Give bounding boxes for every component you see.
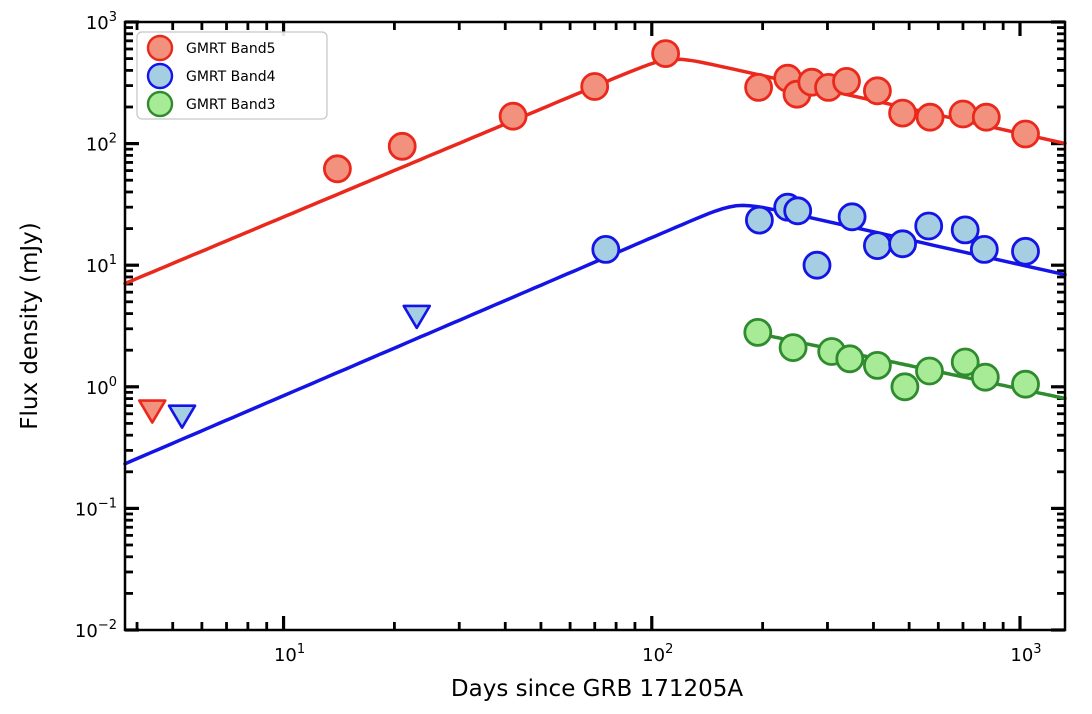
legend-marker-band4: [146, 62, 174, 90]
data-point-band3: [778, 333, 808, 363]
data-point-band5: [888, 98, 917, 128]
legend: GMRT Band5 GMRT Band4 GMRT Band3: [136, 31, 328, 120]
x-axis-label: Days since GRB 171205A: [450, 676, 744, 702]
upper-limit-triangle-band5: [137, 399, 167, 424]
data-point-band3: [970, 362, 1000, 392]
data-point-band4: [745, 205, 774, 235]
series-band5: [137, 39, 1040, 424]
data-point-band4: [1011, 236, 1040, 266]
data-point-band5: [387, 131, 417, 161]
upper-limit-triangle-band4: [167, 404, 197, 429]
y-axis-label: Flux density (mJy): [17, 222, 43, 430]
y-tick-label: 10−1: [75, 496, 117, 520]
legend-box: [136, 31, 328, 120]
data-point-band4: [969, 234, 999, 264]
data-point-band4: [802, 250, 832, 280]
series-band4: [167, 192, 1040, 429]
series-band3: [743, 317, 1040, 402]
x-tick-label: 103: [1010, 642, 1041, 666]
data-point-band4: [914, 211, 944, 241]
data-point-band3: [950, 347, 980, 377]
legend-label-band4: GMRT Band4: [186, 69, 276, 85]
x-tick-label: 102: [642, 642, 673, 666]
data-point-band5: [322, 154, 352, 184]
data-point-band3: [1011, 369, 1040, 399]
data-point-band5: [915, 102, 945, 132]
legend-label-band3: GMRT Band3: [186, 97, 276, 113]
data-point-band5: [863, 76, 892, 106]
plot-border: [123, 20, 1067, 632]
legend-marker-band5: [146, 34, 174, 62]
data-point-band5: [580, 72, 610, 101]
data-point-band5: [498, 101, 528, 131]
legend-entry-band5: GMRT Band5: [146, 34, 276, 62]
data-point-band5: [651, 39, 680, 68]
data-point-band4: [888, 229, 917, 259]
data-point-band3: [915, 356, 944, 386]
legend-entry-band4: GMRT Band4: [146, 62, 276, 90]
tick-labels: 101 102 103 10−2 10−1 100 101 102 103: [75, 10, 1042, 666]
data-point-band5: [948, 99, 978, 129]
legend-marker-band3: [146, 90, 174, 118]
data-point-band3: [743, 317, 773, 347]
upper-limit-triangle-band4: [402, 304, 432, 330]
legend-label-band5: GMRT Band5: [186, 41, 276, 57]
data-points: [137, 39, 1040, 429]
data-point-band5: [1011, 119, 1040, 149]
y-tick-label: 10−2: [75, 618, 117, 642]
data-point-band4: [783, 196, 813, 226]
data-point-band4: [837, 202, 867, 232]
data-point-band4: [591, 234, 621, 264]
data-point-band3: [890, 372, 920, 402]
y-tick-label: 103: [86, 10, 117, 34]
data-point-band3: [835, 344, 865, 374]
y-tick-label: 100: [86, 375, 117, 399]
data-point-band4: [950, 215, 980, 245]
data-point-band4: [863, 231, 892, 261]
x-tick-label: 101: [274, 642, 305, 666]
data-point-band5: [744, 73, 773, 102]
y-tick-label: 102: [86, 132, 117, 156]
legend-entry-band3: GMRT Band3: [146, 90, 276, 118]
data-point-band3: [863, 350, 892, 380]
y-tick-label: 101: [86, 253, 117, 277]
data-point-band5: [832, 67, 861, 96]
data-point-band5: [971, 102, 1001, 132]
